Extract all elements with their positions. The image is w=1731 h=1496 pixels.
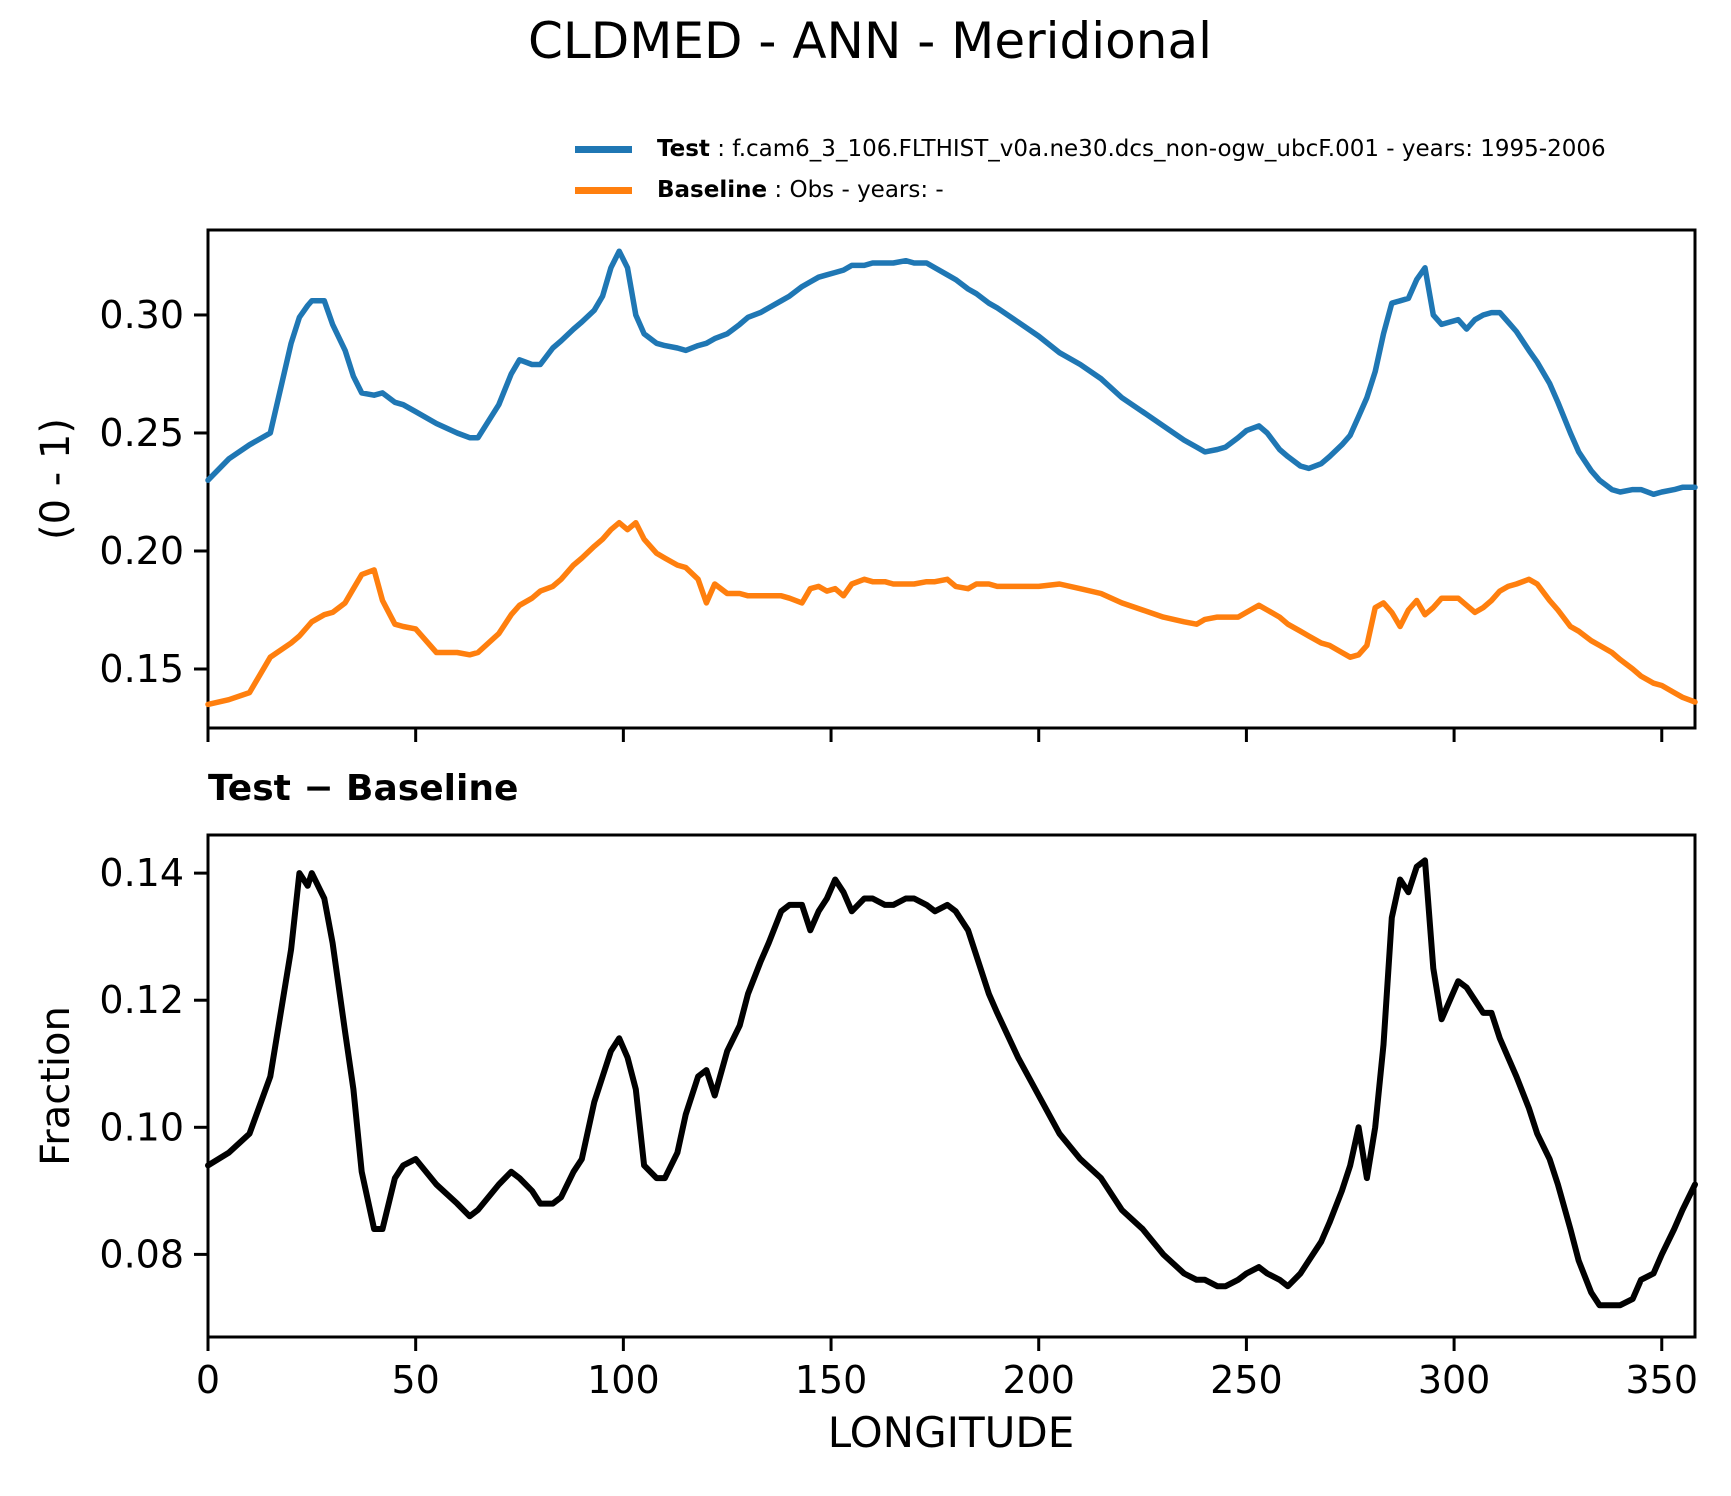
- series-line-baseline: [205, 519, 1698, 708]
- legend-label-test-desc: : f.cam6_3_106.FLTHIST_v0a.ne30.dcs_non-…: [709, 136, 1606, 162]
- legend-label-baseline-name: Baseline: [657, 177, 768, 203]
- legend-label-test: Test : f.cam6_3_106.FLTHIST_v0a.ne30.dcs…: [657, 136, 1606, 162]
- y-tick-label: 0.30: [99, 293, 184, 337]
- y-tick-label: 0.15: [99, 647, 184, 691]
- legend-swatch-baseline-line: [575, 186, 632, 194]
- chart-title: CLDMED - ANN - Meridional: [528, 12, 1212, 70]
- x-tick-label: 200: [1002, 1358, 1075, 1402]
- axes-frame-bottom: [206, 833, 1697, 1339]
- x-axis-label: LONGITUDE: [827, 1408, 1075, 1457]
- y-tick-label: 0.12: [99, 978, 184, 1022]
- series-line-test: [205, 248, 1698, 498]
- axes-frame-top: [206, 228, 1697, 730]
- x-tick-label: 300: [1418, 1358, 1491, 1402]
- x-tick-label: 250: [1210, 1358, 1283, 1402]
- x-tick-label: 50: [392, 1358, 440, 1402]
- legend-label-baseline-desc: : Obs - years: -: [767, 177, 944, 203]
- y-tick-label: 0.10: [99, 1105, 184, 1149]
- x-tick-label: 350: [1626, 1358, 1699, 1402]
- legend-entry-test: Test : f.cam6_3_106.FLTHIST_v0a.ne30.dcs…: [575, 131, 1606, 167]
- legend-swatch-test-line: [575, 145, 632, 153]
- x-tick-label: 150: [795, 1358, 868, 1402]
- y-tick-label: 0.08: [99, 1232, 184, 1276]
- x-tick-label: 0: [196, 1358, 220, 1402]
- legend-label-test-name: Test: [657, 136, 710, 162]
- y-tick-label: 0.14: [99, 851, 184, 895]
- y-tick-label: 0.20: [99, 529, 184, 573]
- y-tick-label: 0.25: [99, 411, 184, 455]
- series-line-test-baseline: [205, 857, 1698, 1309]
- legend-entry-baseline: Baseline : Obs - years: -: [575, 172, 944, 208]
- legend-label-baseline: Baseline : Obs - years: -: [657, 177, 944, 203]
- difference-panel-title: Test − Baseline: [208, 768, 519, 809]
- x-tick-label: 100: [587, 1358, 660, 1402]
